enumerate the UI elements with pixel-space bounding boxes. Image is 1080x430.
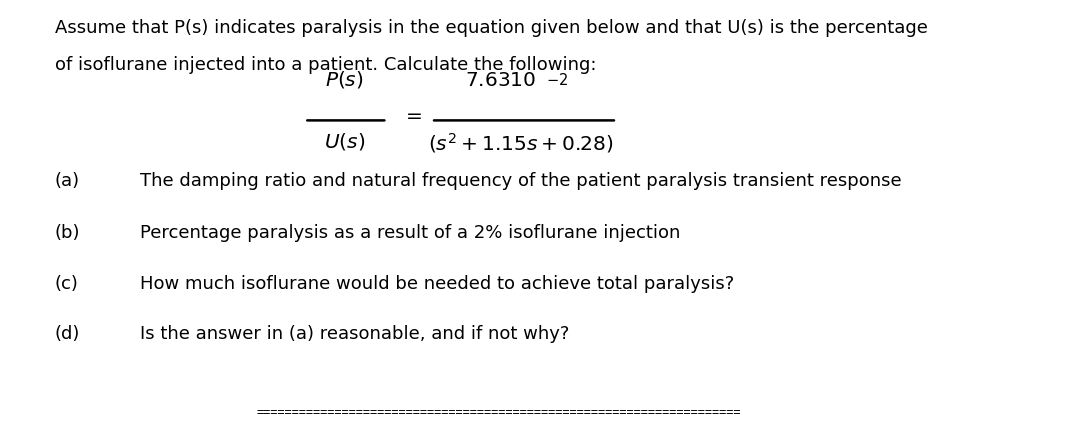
Text: $U(s)$: $U(s)$ [324, 131, 365, 152]
Text: (b): (b) [55, 224, 80, 242]
Text: (d): (d) [55, 325, 80, 343]
Text: Assume that P(s) indicates paralysis in the equation given below and that U(s) i: Assume that P(s) indicates paralysis in … [55, 19, 928, 37]
Text: Percentage paralysis as a result of a 2% isoflurane injection: Percentage paralysis as a result of a 2%… [139, 224, 680, 242]
Text: (a): (a) [55, 172, 80, 190]
Text: (c): (c) [55, 275, 79, 293]
Text: =: = [406, 107, 422, 126]
Text: Is the answer in (a) reasonable, and if not why?: Is the answer in (a) reasonable, and if … [139, 325, 569, 343]
Text: ====================================================================: ========================================… [257, 406, 741, 419]
Text: $(s^2 + 1.15s + 0.28)$: $(s^2 + 1.15s + 0.28)$ [429, 131, 613, 155]
Text: $P(s)$: $P(s)$ [325, 69, 364, 90]
Text: The damping ratio and natural frequency of the patient paralysis transient respo: The damping ratio and natural frequency … [139, 172, 902, 190]
Text: $7.6310$: $7.6310$ [465, 71, 537, 90]
Text: $-2$: $-2$ [545, 72, 568, 88]
Text: How much isoflurane would be needed to achieve total paralysis?: How much isoflurane would be needed to a… [139, 275, 734, 293]
Text: of isoflurane injected into a patient. Calculate the following:: of isoflurane injected into a patient. C… [55, 56, 596, 74]
